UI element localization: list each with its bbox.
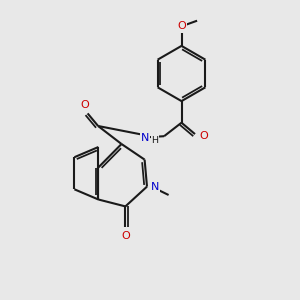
Text: H: H bbox=[152, 136, 159, 145]
Text: O: O bbox=[177, 21, 186, 31]
Text: O: O bbox=[121, 231, 130, 241]
Text: O: O bbox=[199, 130, 208, 141]
Text: O: O bbox=[80, 100, 89, 110]
Text: N: N bbox=[141, 133, 149, 143]
Text: N: N bbox=[151, 182, 159, 192]
